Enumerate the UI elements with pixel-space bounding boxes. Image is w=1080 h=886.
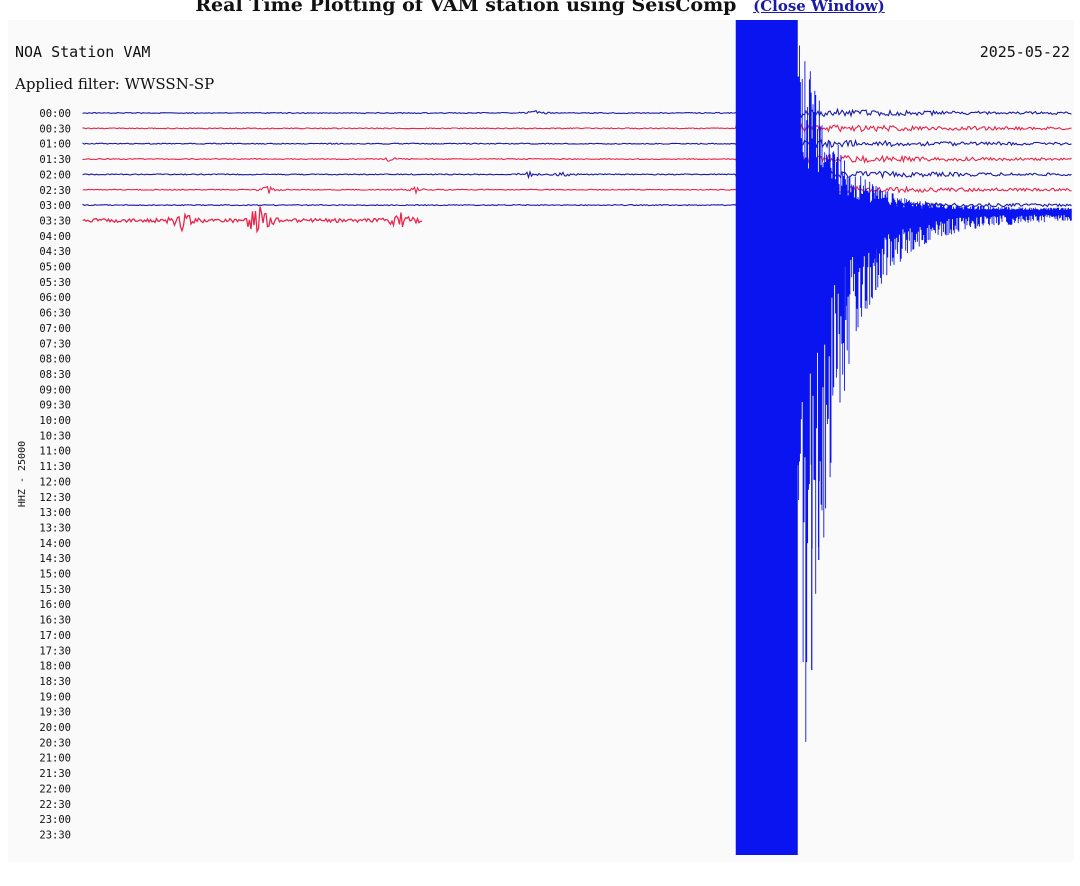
trace-03:30: [82, 206, 423, 234]
close-window-link[interactable]: (Close Window): [753, 0, 885, 15]
helicorder-plot: NOA Station VAM 2025-05-22 Applied filte…: [14, 20, 1072, 855]
row-time-label: 01:00: [39, 139, 71, 151]
trace-01:30: [82, 152, 1072, 166]
row-time-label: 12:00: [39, 476, 71, 488]
trace-02:30: [82, 181, 1072, 197]
row-time-label: 21:00: [39, 753, 71, 765]
row-time-label: 23:00: [39, 814, 71, 826]
row-time-label: 02:00: [39, 169, 71, 181]
trace-00:30: [82, 121, 1072, 135]
row-time-label: 17:00: [39, 630, 71, 642]
row-time-label: 23:30: [39, 829, 71, 841]
row-time-label: 00:30: [39, 123, 71, 135]
row-time-label: 14:00: [39, 538, 71, 550]
trace-01:00: [82, 135, 1072, 152]
row-time-label: 18:30: [39, 676, 71, 688]
row-time-label: 19:00: [39, 691, 71, 703]
row-time-label: 15:00: [39, 569, 71, 581]
row-time-label: 04:30: [39, 246, 71, 258]
row-time-label: 09:00: [39, 384, 71, 396]
row-time-label: 04:00: [39, 231, 71, 243]
row-time-label: 03:00: [39, 200, 71, 212]
label-layer: NOA Station VAM 2025-05-22 Applied filte…: [14, 43, 1070, 507]
row-time-label: 11:30: [39, 461, 71, 473]
row-time-label: 08:30: [39, 369, 71, 381]
row-time-label: 20:30: [39, 737, 71, 749]
row-time-label: 20:00: [39, 722, 71, 734]
row-time-label: 13:00: [39, 507, 71, 519]
row-time-label: 22:30: [39, 799, 71, 811]
row-time-label: 03:30: [39, 215, 71, 227]
row-time-label: 09:30: [39, 400, 71, 412]
scale-label: HHZ - 25000: [17, 441, 28, 507]
row-time-label: 05:30: [39, 277, 71, 289]
page-header: Real Time Plotting of VAM station using …: [0, 0, 1080, 16]
row-time-label: 10:30: [39, 430, 71, 442]
row-time-label: 11:00: [39, 446, 71, 458]
trace-layer: [82, 106, 1072, 234]
row-time-label: 22:00: [39, 783, 71, 795]
row-time-label: 21:30: [39, 768, 71, 780]
row-time-label: 16:00: [39, 599, 71, 611]
row-time-label: 15:30: [39, 584, 71, 596]
row-time-label: 07:30: [39, 338, 71, 350]
trace-00:00: [82, 106, 1072, 120]
row-time-label: 12:30: [39, 492, 71, 504]
page-title: Real Time Plotting of VAM station using …: [195, 0, 737, 16]
row-time-label: 13:30: [39, 522, 71, 534]
row-time-label: 10:00: [39, 415, 71, 427]
time-axis: 00:00 00:30 01:00 01:30 02:00 02:30 03:00 03:30…: [39, 108, 71, 841]
row-time-label: 05:00: [39, 262, 71, 274]
date-label: 2025-05-22: [980, 43, 1070, 61]
helicorder-panel: NOA Station VAM 2025-05-22 Applied filte…: [8, 20, 1074, 862]
trace-02:00: [82, 167, 1072, 181]
row-time-label: 06:30: [39, 308, 71, 320]
earthquake-coda: [797, 45, 1072, 742]
row-time-label: 00:00: [39, 108, 71, 120]
earthquake-saturated-block: [735, 20, 798, 855]
row-time-label: 07:00: [39, 323, 71, 335]
row-time-label: 06:00: [39, 292, 71, 304]
filter-label: Applied filter: WWSSN-SP: [14, 75, 214, 93]
row-time-label: 01:30: [39, 154, 71, 166]
row-time-label: 19:30: [39, 707, 71, 719]
row-time-label: 17:30: [39, 645, 71, 657]
station-label: NOA Station VAM: [15, 43, 150, 61]
earthquake-layer: [735, 20, 1072, 855]
row-time-label: 02:30: [39, 185, 71, 197]
row-time-label: 18:00: [39, 661, 71, 673]
row-time-label: 14:30: [39, 553, 71, 565]
row-time-label: 16:30: [39, 615, 71, 627]
row-time-label: 08:00: [39, 354, 71, 366]
